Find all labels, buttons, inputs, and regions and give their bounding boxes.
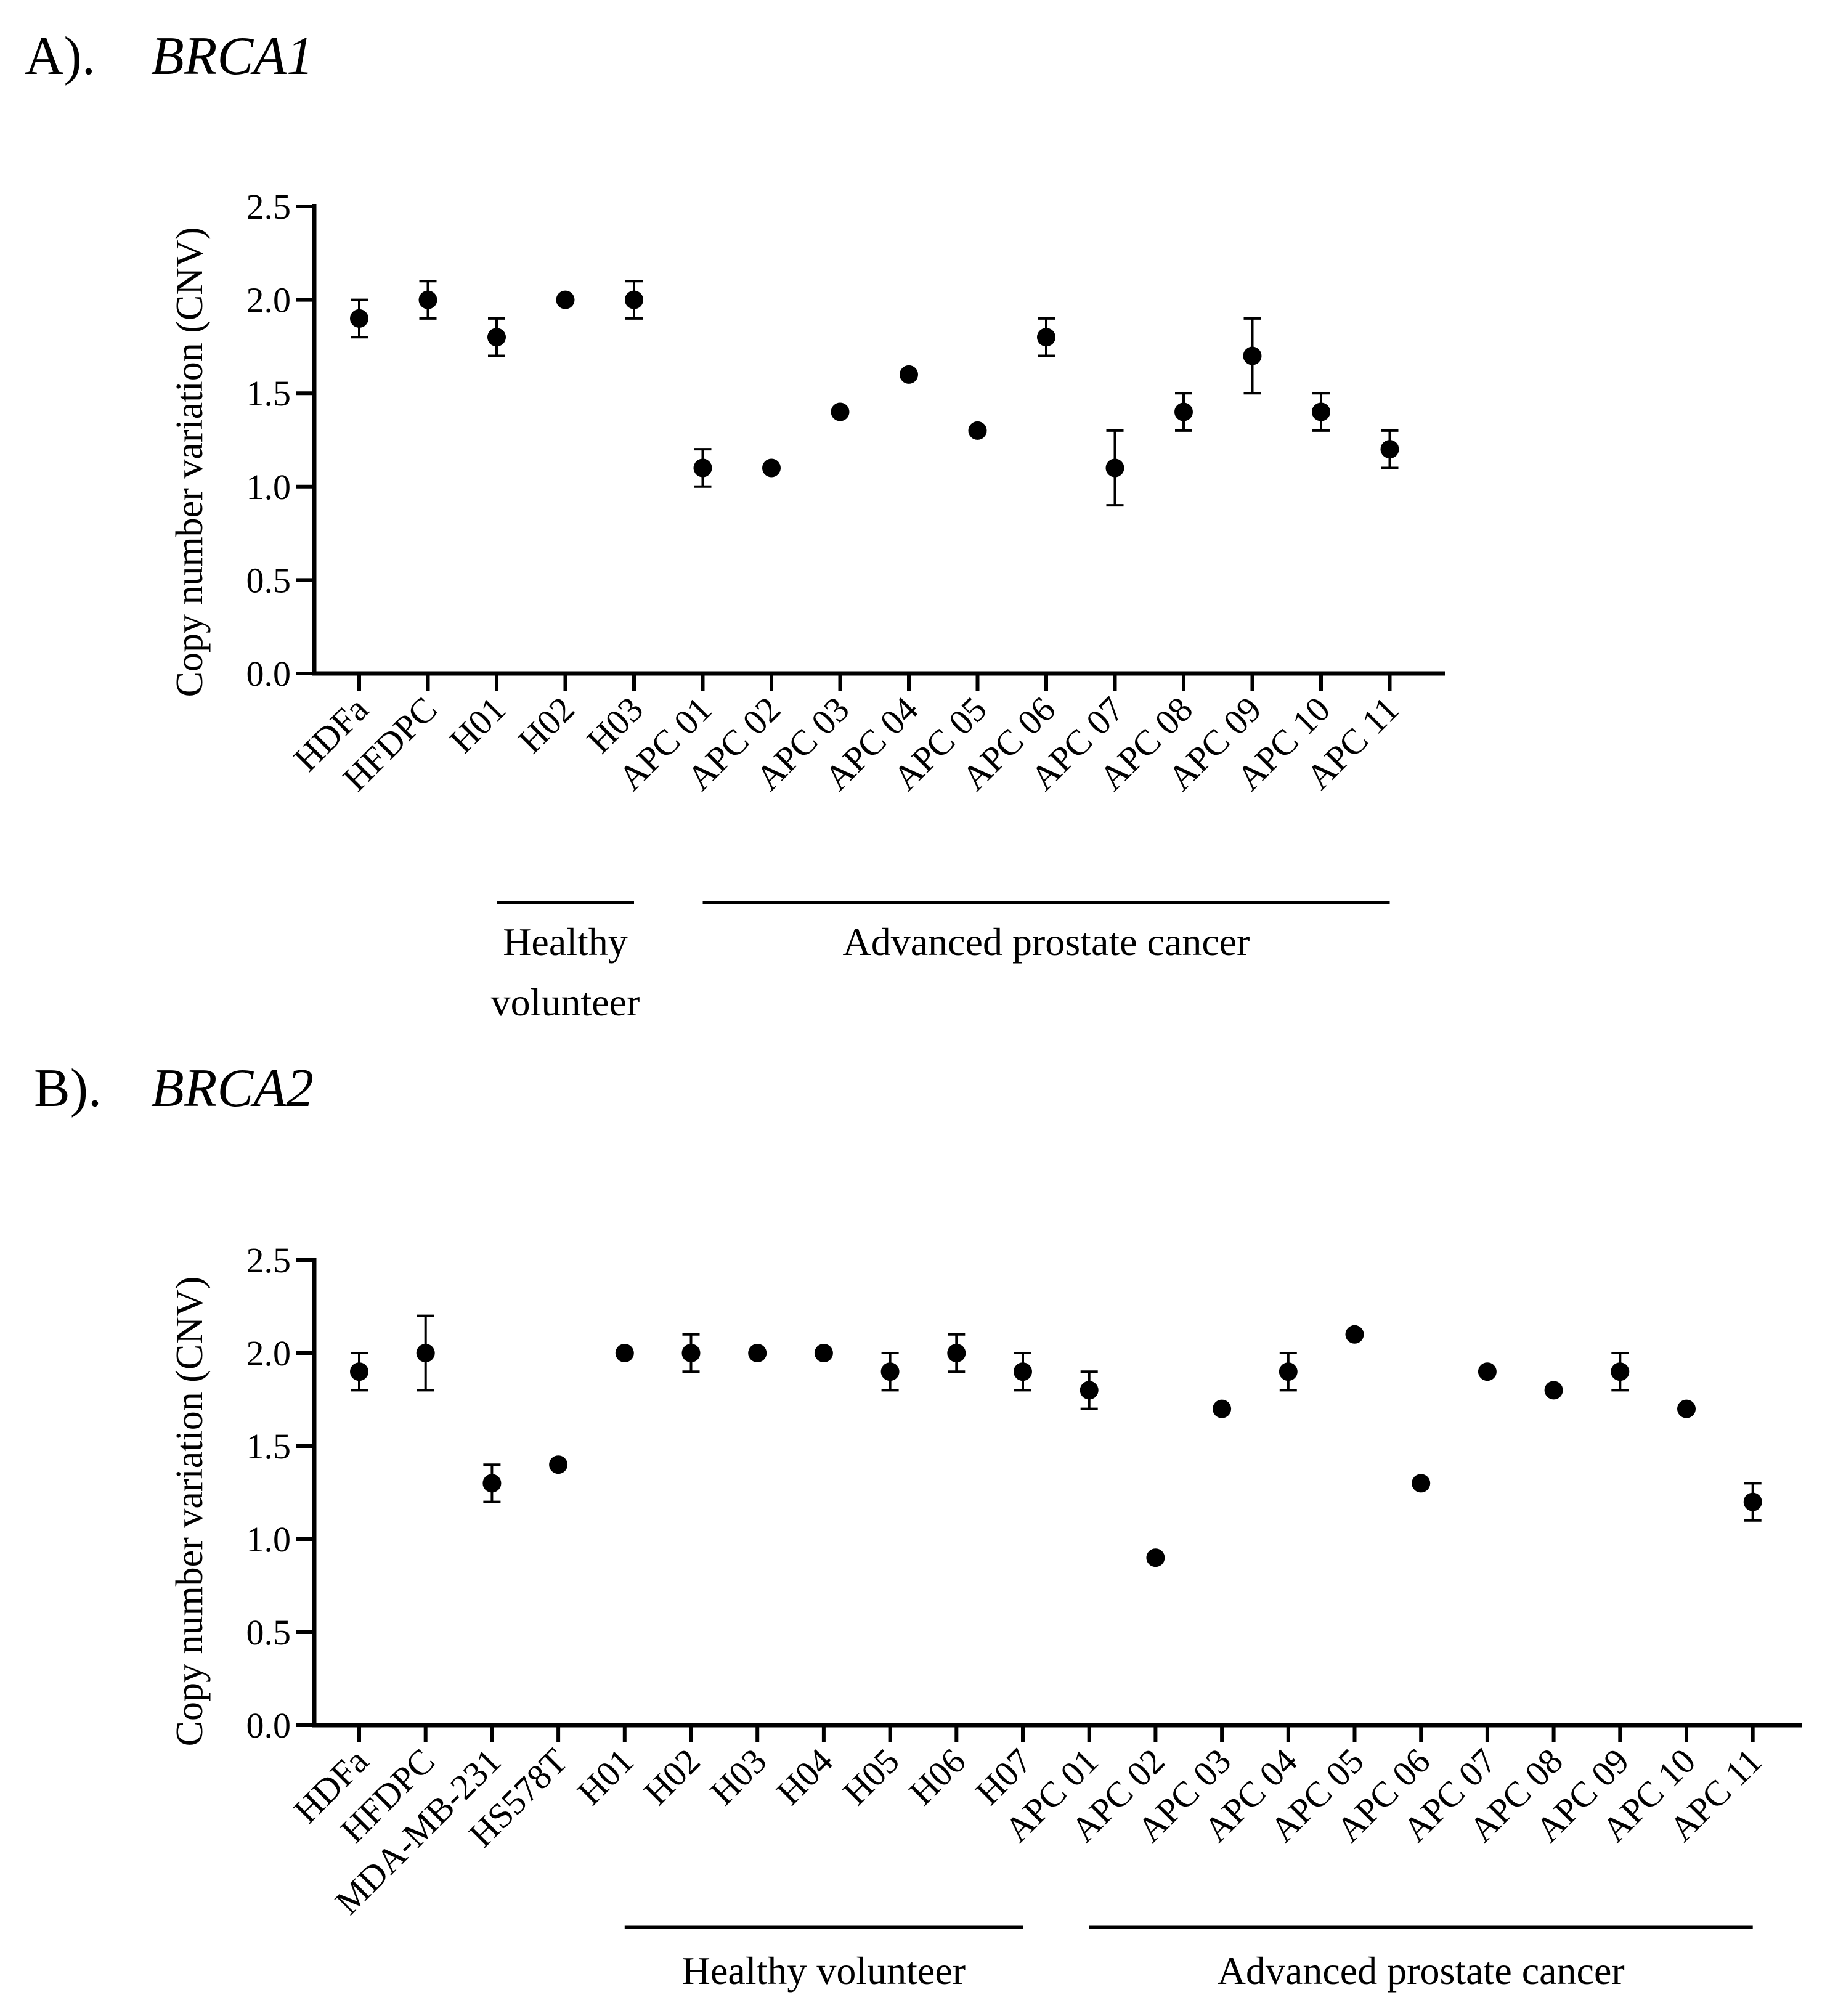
panel-b-data-point (1146, 1548, 1165, 1567)
panel-a-data-point (968, 421, 987, 440)
panel-b-data-point (1544, 1381, 1563, 1400)
panel-b-plot-area: 0.00.51.01.52.02.5HDFaHFDPCMDA-MB-231HS5… (246, 1240, 1802, 1993)
panel-a-data-point (900, 365, 918, 384)
panel-b-y-tick-label: 0.5 (246, 1612, 291, 1652)
panel-b-data-point (1213, 1399, 1232, 1418)
panel-a-group-label: volunteer (491, 980, 640, 1024)
panel-a-data-point (1037, 328, 1055, 347)
panel-b-data-point (681, 1344, 701, 1362)
panel-a-group-label: Healthy (503, 920, 628, 964)
panel-a-x-tick-label: H02 (510, 689, 582, 761)
panel-b-data-point (350, 1362, 368, 1381)
panel-a-y-tick-label: 0.0 (246, 654, 291, 694)
panel-b-data-point (1014, 1362, 1032, 1381)
panel-a-data-point (1174, 402, 1193, 421)
panel-b-x-tick-label: H03 (702, 1741, 775, 1813)
panel-a-data-point (350, 309, 368, 328)
panel-a-brca1: A). BRCA1 Copy number variation (CNV) 0.… (25, 26, 1445, 1024)
panel-b-y-tick-label: 2.0 (246, 1333, 291, 1373)
panel-a-y-axis-label: Copy number variation (CNV) (169, 227, 211, 697)
panel-b-data-point (1478, 1362, 1497, 1381)
panel-a-data-point (487, 328, 506, 347)
panel-b-y-axis-label: Copy number variation (CNV) (169, 1277, 211, 1747)
panel-b-x-tick-label: H06 (901, 1741, 974, 1813)
panel-b-data-point (1080, 1381, 1099, 1400)
panel-b-data-point (1677, 1399, 1696, 1418)
panel-b-data-point (814, 1344, 833, 1362)
panel-a-data-point (625, 290, 643, 309)
panel-b-data-point (1279, 1362, 1298, 1381)
panel-a-y-tick-label: 1.0 (246, 467, 291, 507)
panel-a-plot-area: 0.00.51.01.52.02.5HDFaHFDPCH01H02H03APC … (246, 187, 1445, 1024)
panel-b-group-label: Healthy volunteer (682, 1949, 966, 1993)
panel-b-y-tick-label: 2.5 (246, 1240, 291, 1280)
panel-a-group-label: Advanced prostate cancer (843, 920, 1250, 964)
panel-b-data-point (947, 1344, 966, 1362)
panel-a-data-point (1243, 346, 1262, 365)
panel-b-y-tick-label: 1.5 (246, 1426, 291, 1466)
panel-a-data-point (1380, 440, 1399, 459)
panel-b-letter: B). (34, 1059, 102, 1118)
panel-b-y-tick-label: 1.0 (246, 1519, 291, 1559)
panel-b-data-point (549, 1455, 568, 1474)
panel-b-data-point (1412, 1474, 1431, 1493)
panel-a-data-point (418, 290, 437, 309)
panel-b-data-point (880, 1362, 900, 1381)
panel-b-x-tick-label: H02 (636, 1741, 708, 1813)
panel-b-data-point (416, 1344, 435, 1362)
panel-b-data-point (1743, 1492, 1762, 1511)
panel-a-data-point (1105, 458, 1124, 478)
panel-a-x-tick-label: H01 (442, 689, 514, 761)
panel-b-brca2: B). BRCA2 Copy number variation (CNV) 0.… (34, 1059, 1802, 1993)
panel-a-data-point (693, 458, 712, 478)
panel-b-group-label: Advanced prostate cancer (1218, 1949, 1625, 1993)
panel-b-data-point (748, 1344, 767, 1362)
panel-a-y-tick-label: 2.5 (246, 187, 291, 227)
panel-a-data-point (831, 402, 850, 421)
panel-a-data-point (762, 458, 781, 478)
panel-a-data-point (556, 290, 575, 309)
panel-b-x-tick-label: H05 (835, 1741, 907, 1813)
panel-b-x-tick-label: H04 (768, 1741, 840, 1813)
panel-a-y-tick-label: 2.0 (246, 280, 291, 320)
panel-b-y-tick-label: 0.0 (246, 1705, 291, 1746)
panel-b-data-point (1611, 1362, 1630, 1381)
panel-a-data-point (1312, 402, 1330, 421)
panel-b-data-point (615, 1344, 634, 1362)
panel-b-title: BRCA2 (151, 1059, 314, 1118)
panel-b-data-point (1345, 1325, 1364, 1344)
panel-b-data-point (482, 1474, 502, 1493)
panel-a-letter: A). (25, 26, 96, 86)
panel-a-y-tick-label: 0.5 (246, 560, 291, 600)
panel-b-x-tick-label: H01 (569, 1741, 641, 1813)
panel-a-y-tick-label: 1.5 (246, 373, 291, 413)
panel-a-title: BRCA1 (151, 26, 314, 86)
